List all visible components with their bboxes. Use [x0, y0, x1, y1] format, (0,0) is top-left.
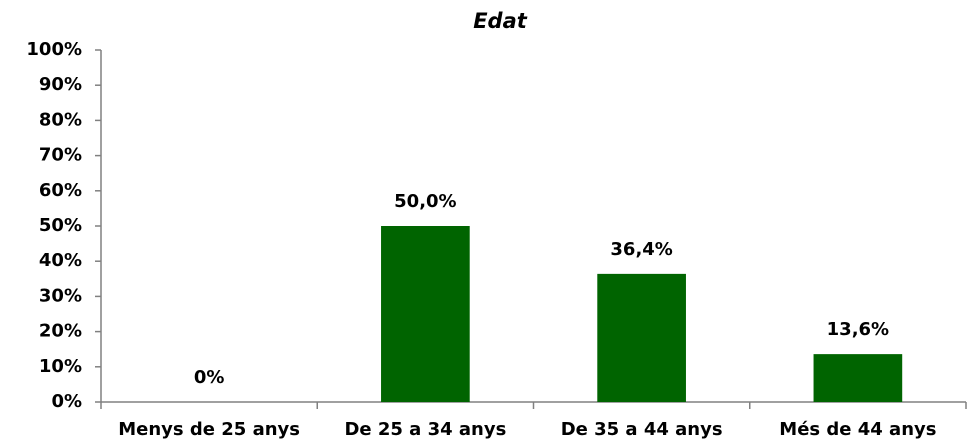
chart-title: Edat — [473, 9, 528, 33]
y-tick-label: 20% — [39, 321, 82, 342]
data-label: 0% — [194, 367, 225, 388]
data-label: 36,4% — [610, 239, 672, 260]
y-tick-label: 0% — [51, 391, 82, 412]
y-tick-label: 100% — [26, 39, 82, 60]
x-tick-label: De 25 a 34 anys — [344, 419, 506, 440]
y-tick-label: 60% — [39, 180, 82, 201]
bar — [813, 354, 903, 402]
x-tick-label: Més de 44 anys — [779, 419, 936, 440]
y-tick-label: 40% — [39, 250, 82, 271]
data-label: 13,6% — [827, 319, 889, 340]
bar — [381, 226, 470, 402]
y-tick-label: 30% — [39, 285, 82, 306]
x-tick-label: Menys de 25 anys — [118, 419, 300, 440]
x-tick-label: De 35 a 44 anys — [561, 419, 723, 440]
y-tick-label: 50% — [39, 215, 82, 236]
y-tick-label: 10% — [39, 356, 82, 377]
y-tick-label: 70% — [39, 145, 82, 166]
y-tick-label: 80% — [39, 109, 82, 130]
bar — [597, 273, 686, 402]
y-tick-label: 90% — [39, 74, 82, 95]
data-label: 50,0% — [394, 191, 456, 212]
